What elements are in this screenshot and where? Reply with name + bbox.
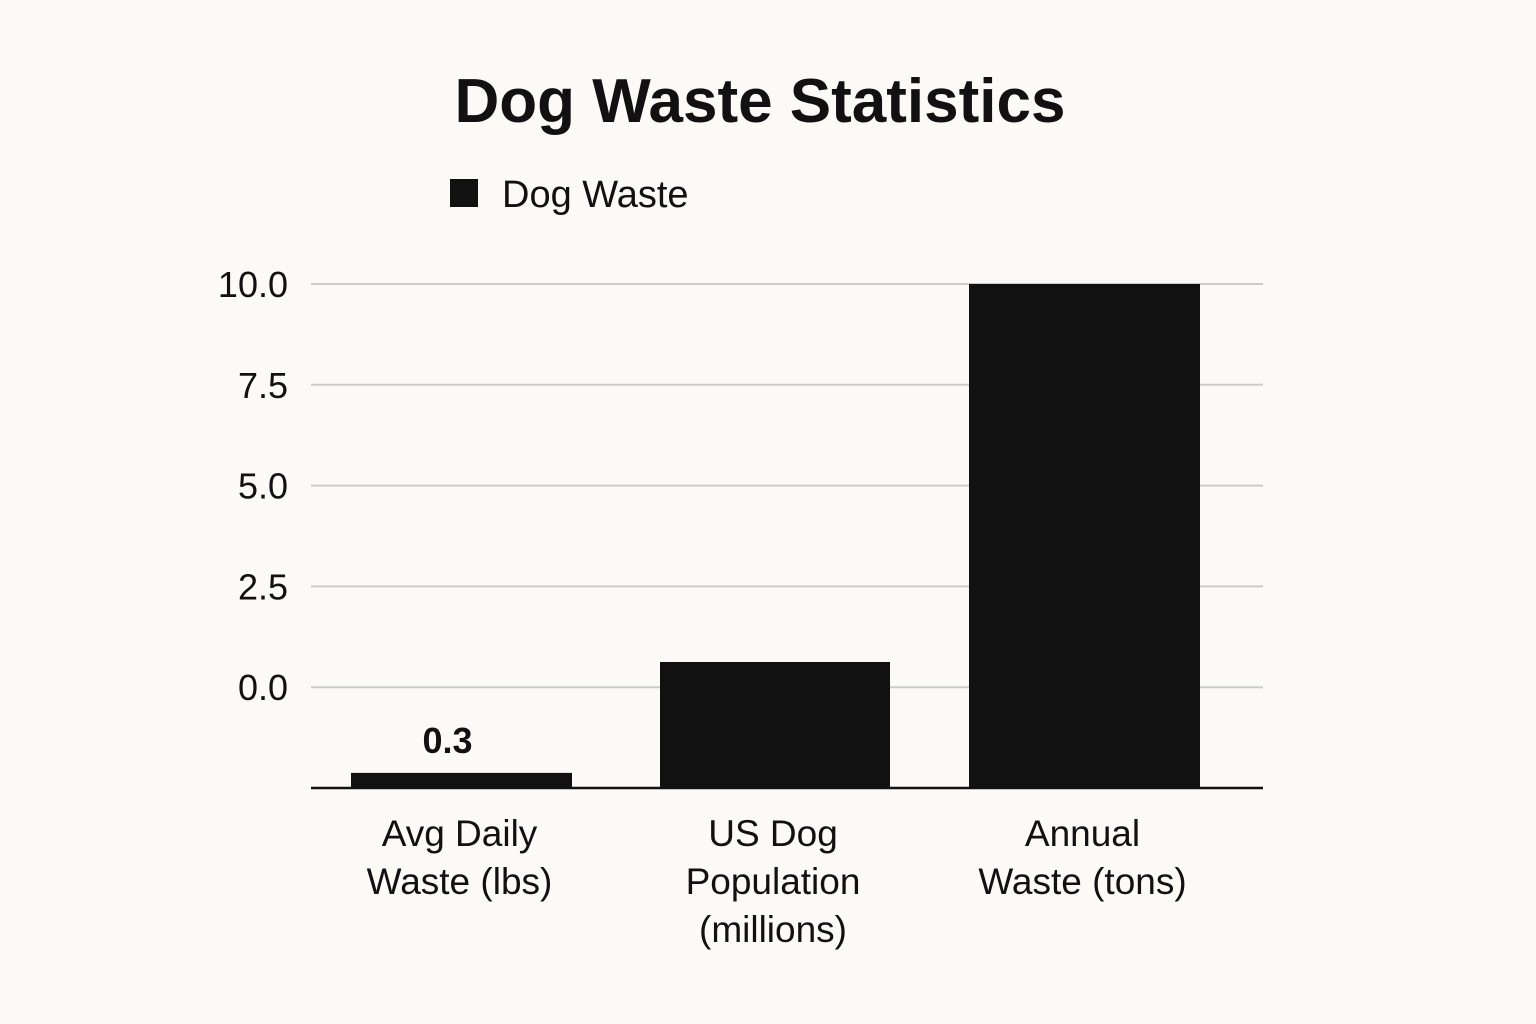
x-category-label: Annual: [1025, 813, 1140, 854]
legend: Dog Waste: [450, 174, 689, 216]
x-axis-categories: Avg Daily Waste (lbs) US Dog Population (mil…: [367, 813, 1187, 950]
y-tick-label: 5.0: [238, 466, 288, 507]
legend-swatch: [450, 179, 478, 207]
bars: [351, 284, 1200, 788]
x-category-label: Waste (tons): [978, 861, 1186, 902]
y-tick-label: 0.0: [238, 667, 288, 708]
data-labels: 0.3: [422, 720, 472, 761]
bar: [969, 284, 1200, 788]
chart-title: Dog Waste Statistics: [455, 67, 1066, 136]
data-label: 0.3: [422, 720, 472, 761]
y-tick-label: 2.5: [238, 566, 288, 607]
x-category-label: US Dog: [708, 813, 838, 854]
y-axis-ticks: 0.0 2.5 5.0 7.5 10.0: [218, 264, 288, 708]
x-category-label: Avg Daily: [382, 813, 538, 854]
y-tick-label: 7.5: [238, 365, 288, 406]
x-category-label: Population: [686, 861, 861, 902]
bar: [660, 662, 890, 788]
bar: [351, 772, 572, 788]
legend-label: Dog Waste: [502, 174, 689, 216]
x-category-label: Waste (lbs): [367, 861, 553, 902]
x-category-label: (millions): [699, 909, 847, 950]
y-tick-label: 10.0: [218, 264, 288, 305]
